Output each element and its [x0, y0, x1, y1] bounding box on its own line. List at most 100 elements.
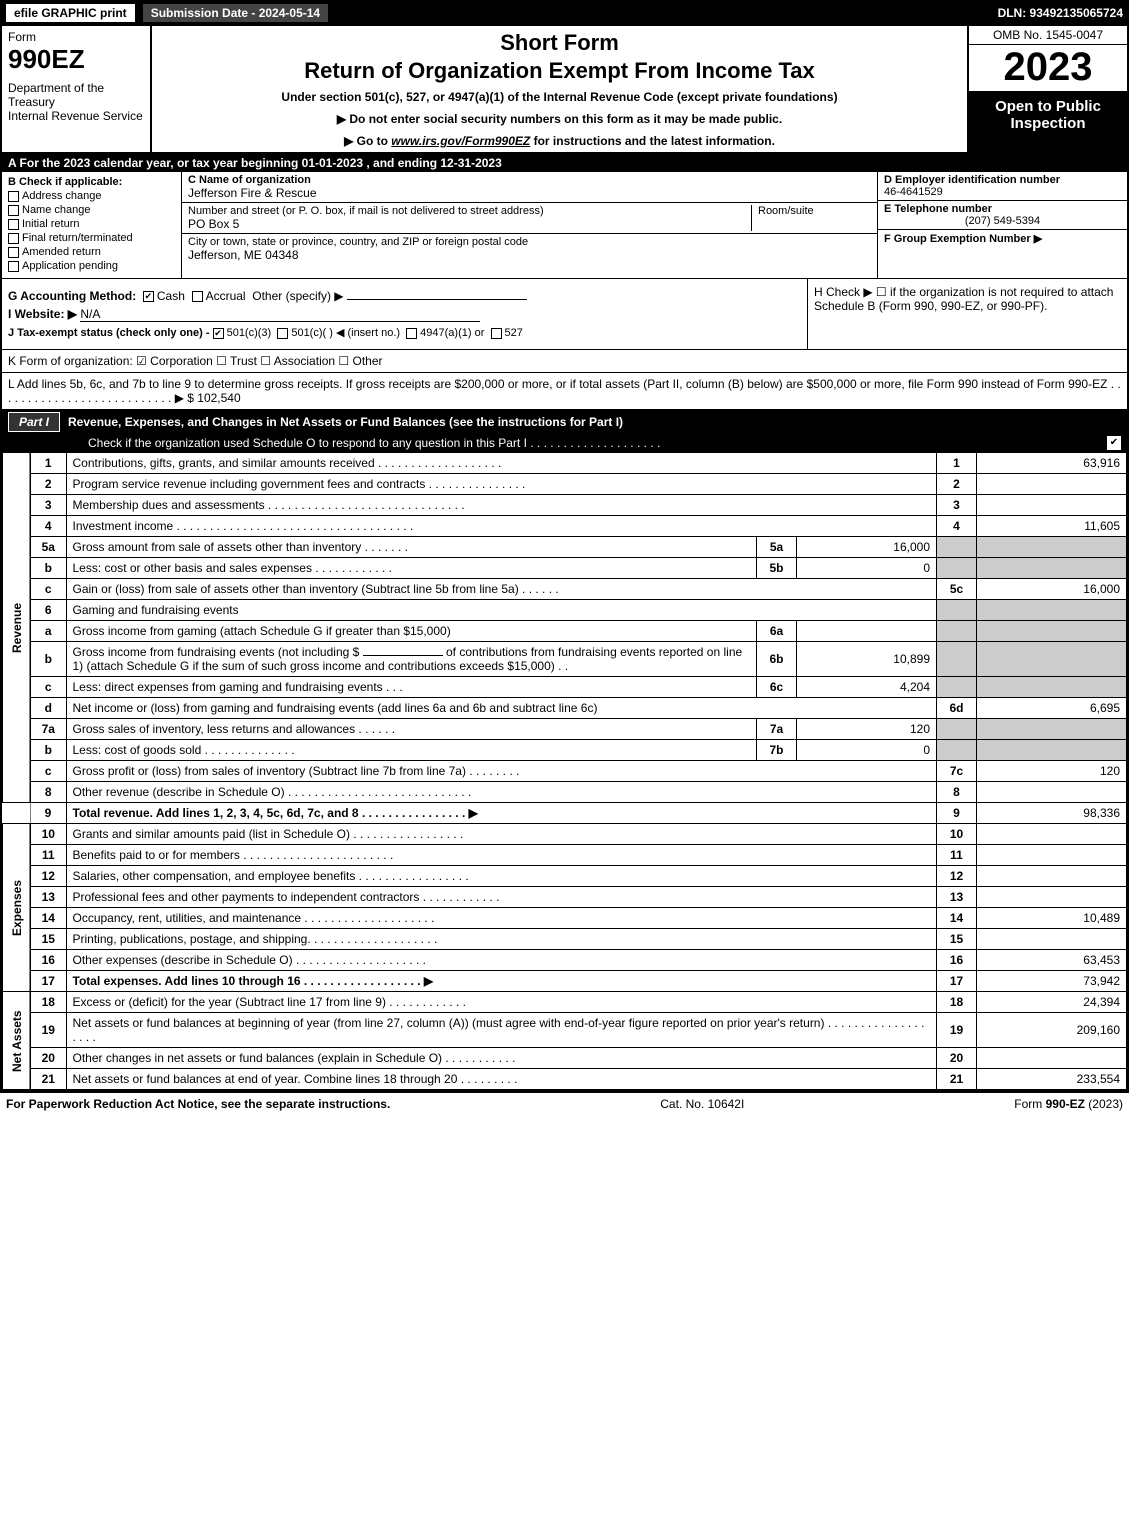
l5c-desc: Gain or (loss) from sale of assets other…: [66, 579, 937, 600]
footer-left: For Paperwork Reduction Act Notice, see …: [6, 1097, 390, 1111]
line-l-amount: 102,540: [197, 391, 240, 405]
l6-rval-grey: [977, 600, 1127, 621]
c-city-label: City or town, state or province, country…: [188, 236, 528, 248]
department-label: Department of the Treasury Internal Reve…: [8, 81, 144, 123]
l2-desc: Program service revenue including govern…: [66, 474, 937, 495]
l10-rnum: 10: [937, 824, 977, 845]
l15-rval: [977, 929, 1127, 950]
line-1-rval: 63,916: [977, 453, 1127, 474]
l4-rnum: 4: [937, 516, 977, 537]
bullet-2: ▶ Go to www.irs.gov/Form990EZ for instru…: [160, 134, 959, 148]
l12-rval: [977, 866, 1127, 887]
l18-rval: 24,394: [977, 992, 1127, 1013]
chk-4947[interactable]: [406, 328, 417, 339]
chk-name-change[interactable]: Name change: [8, 204, 175, 216]
street-address: PO Box 5: [188, 217, 751, 231]
open-inspection-badge: Open to Public Inspection: [969, 92, 1127, 152]
chk-cash[interactable]: [143, 291, 154, 302]
l6c-subval: 4,204: [797, 677, 937, 698]
l7a-subnum: 7a: [757, 719, 797, 740]
l5a-rval-grey: [977, 537, 1127, 558]
part-1-schedule-o-checkbox[interactable]: ✔: [1107, 436, 1121, 450]
l6d-desc: Net income or (loss) from gaming and fun…: [66, 698, 937, 719]
irs-link[interactable]: www.irs.gov/Form990EZ: [391, 134, 530, 148]
l14-num: 14: [30, 908, 66, 929]
l6a-rnum-grey: [937, 621, 977, 642]
l16-rval: 63,453: [977, 950, 1127, 971]
chk-501c[interactable]: [277, 328, 288, 339]
l11-num: 11: [30, 845, 66, 866]
l7c-desc: Gross profit or (loss) from sales of inv…: [66, 761, 937, 782]
netassets-side-label: Net Assets: [3, 992, 31, 1090]
l6-num: 6: [30, 600, 66, 621]
j-label: J Tax-exempt status (check only one) -: [8, 327, 213, 339]
chk-accrual[interactable]: [192, 291, 203, 302]
l7b-subval: 0: [797, 740, 937, 761]
top-bar: efile GRAPHIC print Submission Date - 20…: [0, 0, 1129, 26]
chk-amended-return[interactable]: Amended return: [8, 246, 175, 258]
l6b-blank: [363, 655, 443, 656]
l5c-num: c: [30, 579, 66, 600]
l15-rnum: 15: [937, 929, 977, 950]
l7b-subnum: 7b: [757, 740, 797, 761]
l17-desc: Total expenses. Add lines 10 through 16 …: [66, 971, 937, 992]
header-center: Short Form Return of Organization Exempt…: [152, 26, 967, 152]
e-phone-label: E Telephone number: [884, 203, 1121, 215]
l10-num: 10: [30, 824, 66, 845]
l13-rnum: 13: [937, 887, 977, 908]
chk-address-change[interactable]: Address change: [8, 190, 175, 202]
l7b-rval-grey: [977, 740, 1127, 761]
form-number: 990EZ: [8, 44, 144, 75]
l10-desc: Grants and similar amounts paid (list in…: [66, 824, 937, 845]
footer: For Paperwork Reduction Act Notice, see …: [0, 1092, 1129, 1115]
l6d-rval: 6,695: [977, 698, 1127, 719]
line-1-num: 1: [30, 453, 66, 474]
l8-rnum: 8: [937, 782, 977, 803]
l3-rnum: 3: [937, 495, 977, 516]
chk-501c3[interactable]: [213, 328, 224, 339]
l14-rval: 10,489: [977, 908, 1127, 929]
dln-label: DLN: 93492135065724: [998, 6, 1123, 20]
l5a-rnum-grey: [937, 537, 977, 558]
l6a-rval-grey: [977, 621, 1127, 642]
l7b-rnum-grey: [937, 740, 977, 761]
part-1-title: Revenue, Expenses, and Changes in Net As…: [68, 415, 623, 429]
city-state-zip: Jefferson, ME 04348: [188, 248, 528, 262]
org-name: Jefferson Fire & Rescue: [188, 186, 871, 200]
footer-center: Cat. No. 10642I: [660, 1097, 744, 1111]
l20-rnum: 20: [937, 1048, 977, 1069]
g-label: G Accounting Method:: [8, 289, 136, 303]
l18-num: 18: [30, 992, 66, 1013]
section-g-i-j: G Accounting Method: Cash Accrual Other …: [2, 279, 807, 349]
section-bcdef: B Check if applicable: Address change Na…: [2, 172, 1127, 279]
l6a-desc: Gross income from gaming (attach Schedul…: [66, 621, 757, 642]
l5b-subval: 0: [797, 558, 937, 579]
l8-num: 8: [30, 782, 66, 803]
l6b-subval: 10,899: [797, 642, 937, 677]
header-left: Form 990EZ Department of the Treasury In…: [2, 26, 152, 152]
l6b-num: b: [30, 642, 66, 677]
line-k: K Form of organization: ☑ Corporation ☐ …: [2, 350, 1127, 373]
l14-desc: Occupancy, rent, utilities, and maintena…: [66, 908, 937, 929]
l20-desc: Other changes in net assets or fund bala…: [66, 1048, 937, 1069]
other-specify-field[interactable]: [347, 299, 527, 300]
chk-final-return[interactable]: Final return/terminated: [8, 232, 175, 244]
chk-527[interactable]: [491, 328, 502, 339]
l14-rnum: 14: [937, 908, 977, 929]
chk-application-pending[interactable]: Application pending: [8, 260, 175, 272]
efile-print-button[interactable]: efile GRAPHIC print: [6, 4, 135, 22]
l20-num: 20: [30, 1048, 66, 1069]
line-j-tax-exempt: J Tax-exempt status (check only one) - 5…: [8, 326, 801, 339]
l2-num: 2: [30, 474, 66, 495]
l11-rnum: 11: [937, 845, 977, 866]
f-group-exemption-label: F Group Exemption Number ▶: [884, 232, 1121, 245]
h-check-text: H Check ▶ ☐ if the organization is not r…: [814, 285, 1121, 313]
tax-year: 2023: [969, 45, 1127, 92]
l5a-desc: Gross amount from sale of assets other t…: [66, 537, 757, 558]
submission-date-button[interactable]: Submission Date - 2024-05-14: [143, 4, 328, 22]
bullet-1: ▶ Do not enter social security numbers o…: [160, 112, 959, 126]
i-website-label: I Website: ▶: [8, 307, 77, 321]
part-1-check-row: Check if the organization used Schedule …: [2, 434, 1127, 452]
l7a-rnum-grey: [937, 719, 977, 740]
chk-initial-return[interactable]: Initial return: [8, 218, 175, 230]
